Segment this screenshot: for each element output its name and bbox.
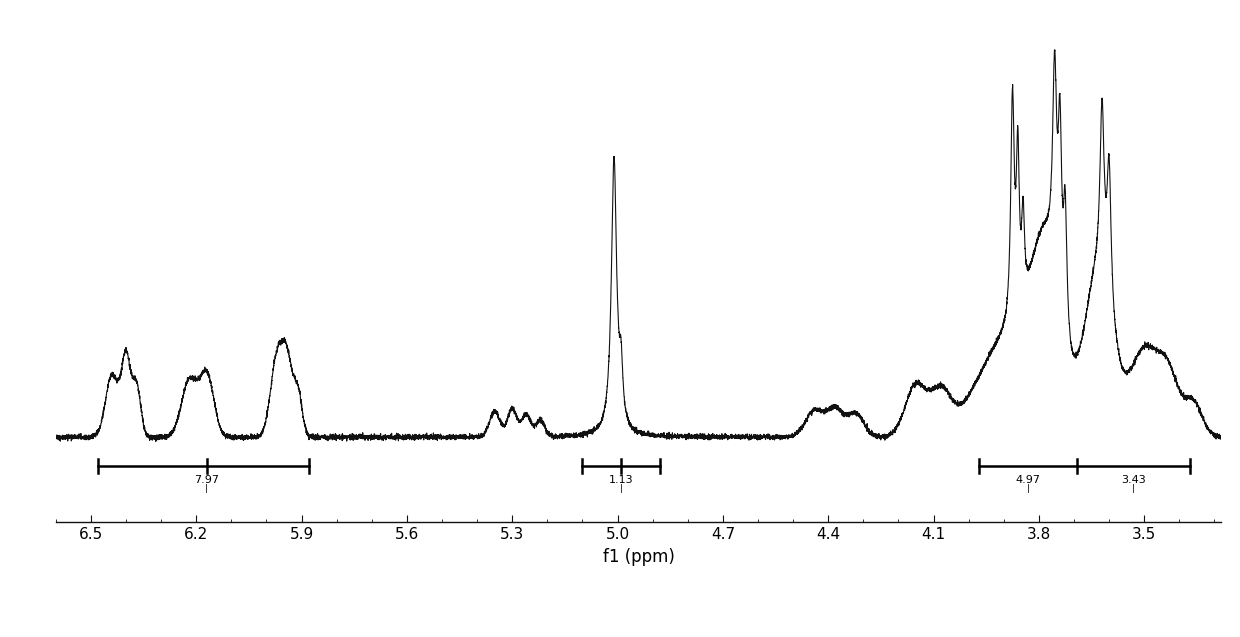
Text: |: | (206, 483, 208, 492)
Text: 4.97: 4.97 (1016, 475, 1040, 485)
Text: 3.43: 3.43 (1121, 475, 1146, 485)
Text: |: | (1132, 483, 1135, 492)
Text: 7.97: 7.97 (195, 475, 219, 485)
X-axis label: f1 (ppm): f1 (ppm) (603, 548, 675, 566)
Text: |: | (1027, 483, 1029, 492)
Text: |: | (620, 483, 622, 492)
Text: 1.13: 1.13 (609, 475, 634, 485)
